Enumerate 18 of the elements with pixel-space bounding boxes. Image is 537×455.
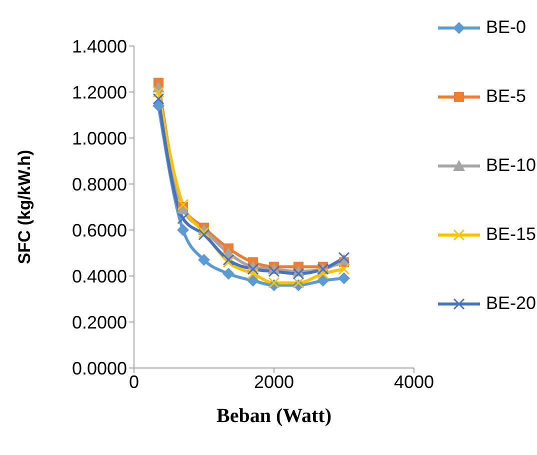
legend-label: BE-10 <box>486 155 536 176</box>
legend-label: BE-5 <box>486 86 526 107</box>
x-tick-label: 2000 <box>254 372 294 392</box>
y-tick-label: 0.0000 <box>72 358 127 378</box>
y-axis-title: SFC (kg/kW.h) <box>15 150 34 264</box>
y-tick-label: 1.4000 <box>72 36 127 56</box>
legend-label: BE-20 <box>486 293 536 314</box>
x-axis-title: Beban (Watt) <box>216 405 332 428</box>
y-tick-label: 0.4000 <box>72 266 127 286</box>
y-tick-label: 0.6000 <box>72 220 127 240</box>
legend-label: BE-15 <box>486 224 536 245</box>
y-tick-label: 0.2000 <box>72 312 127 332</box>
y-tick-label: 1.0000 <box>72 128 127 148</box>
y-tick-label: 1.2000 <box>72 82 127 102</box>
x-tick-label: 0 <box>128 372 140 392</box>
legend-label: BE-0 <box>486 17 526 38</box>
x-tick-label: 4000 <box>394 372 434 392</box>
y-tick-label: 0.8000 <box>72 174 127 194</box>
